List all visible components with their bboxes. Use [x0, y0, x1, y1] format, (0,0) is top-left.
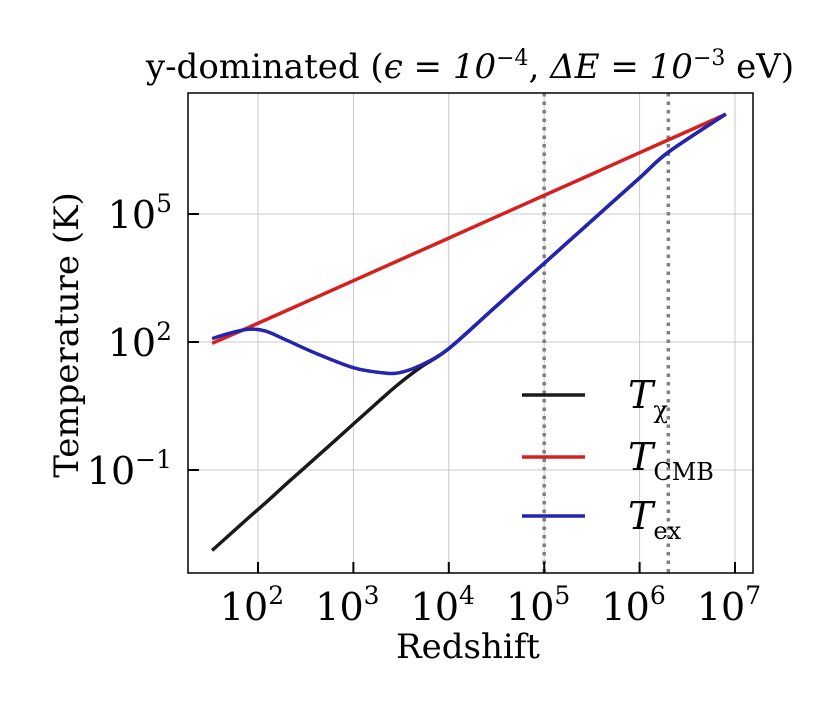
y-tick-label: 105 — [108, 189, 172, 237]
legend-label: Tχ — [628, 373, 668, 424]
ticks — [188, 212, 736, 573]
chart-title: y-dominated (ϵ = 10−4, ΔE = 10−3 eV) — [145, 46, 794, 87]
data-series — [210, 112, 727, 552]
x-axis-label: Redshift — [396, 627, 540, 667]
axes-frame — [187, 92, 754, 574]
x-tick-labels: 102 103 104 105 106 107 — [220, 581, 761, 629]
reference-lines — [542, 93, 671, 573]
legend-label: Tex — [628, 494, 682, 545]
x-tick-label: 102 — [220, 581, 284, 629]
x-tick-label: 104 — [411, 581, 475, 629]
y-tick-label: 10−1 — [87, 445, 172, 493]
series-line-cmb — [211, 112, 727, 345]
legend: Tχ TCMB Tex — [522, 373, 714, 545]
x-tick-label: 105 — [506, 581, 570, 629]
x-tick-label: 107 — [697, 581, 761, 629]
y-axis-label: Temperature (K) — [47, 192, 87, 477]
plot-area — [187, 92, 754, 574]
series-line-ex — [211, 112, 727, 376]
y-tick-label: 102 — [108, 317, 172, 365]
legend-item: Tχ — [522, 373, 668, 424]
legend-item: Tex — [522, 494, 682, 545]
y-tick-labels: 10−1 102 105 — [87, 189, 172, 493]
x-tick-label: 103 — [315, 581, 379, 629]
x-tick-label: 106 — [601, 581, 665, 629]
legend-label: TCMB — [628, 435, 714, 486]
legend-item: TCMB — [522, 435, 714, 486]
